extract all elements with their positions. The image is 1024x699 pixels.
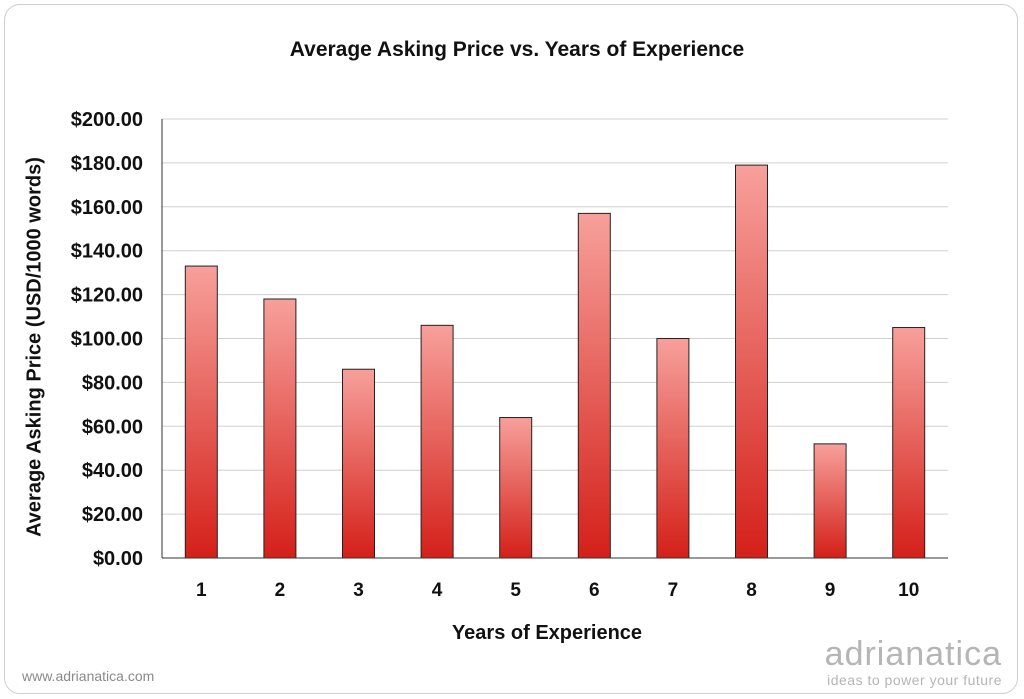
bar-8: [735, 164, 768, 559]
bar-10: [892, 327, 926, 559]
bar-5: [499, 417, 533, 559]
y-tick-label: $160.00: [71, 197, 143, 219]
x-tick-label: 5: [510, 580, 521, 601]
y-tick-label: $100.00: [71, 329, 143, 351]
brand-logo: adrianatica ideas to power your future: [825, 636, 1002, 688]
x-tick-label: 1: [196, 580, 207, 601]
bars: [184, 164, 926, 559]
y-tick-label: $140.00: [71, 241, 143, 263]
y-tick-label: $80.00: [82, 372, 143, 394]
bar-4: [420, 324, 454, 559]
x-tick-label: 8: [746, 580, 757, 601]
x-tick-label: 9: [825, 580, 836, 601]
bar-3: [342, 368, 375, 559]
axes: [161, 119, 948, 559]
y-tick-labels: $0.00 $20.00 $40.00 $60.00 $80.00 $100.00 $120…: [71, 109, 143, 570]
website-url: www.adrianatica.com: [22, 668, 155, 684]
y-tick-label: $0.00: [93, 548, 143, 570]
bar-6: [577, 212, 611, 559]
y-tick-label: $20.00: [82, 504, 143, 526]
y-tick-label: $180.00: [71, 153, 143, 175]
x-tick-label: 6: [589, 580, 600, 601]
x-tick-label: 4: [432, 580, 443, 601]
y-tick-label: $60.00: [82, 416, 143, 438]
bar-7: [656, 338, 690, 559]
brand-tagline: ideas to power your future: [827, 672, 1002, 688]
y-tick-label: $120.00: [71, 285, 143, 307]
bar-1: [184, 265, 218, 559]
bar-9: [813, 443, 847, 559]
brand-name: adrianatica: [824, 635, 1002, 673]
x-tick-label: 7: [668, 580, 679, 601]
bar-2: [263, 298, 297, 559]
x-tick-label: 10: [898, 580, 919, 601]
x-axis-title: Years of Experience: [451, 622, 643, 644]
y-tick-label: $40.00: [82, 460, 143, 482]
chart-title: Average Asking Price vs. Years of Experi…: [289, 38, 745, 61]
y-tick-label: $200.00: [71, 109, 143, 131]
x-tick-labels: 1 2 3 4 5 6 7 8 9 10: [196, 580, 919, 601]
x-tick-label: 3: [353, 580, 364, 601]
x-tick-label: 2: [275, 580, 286, 601]
